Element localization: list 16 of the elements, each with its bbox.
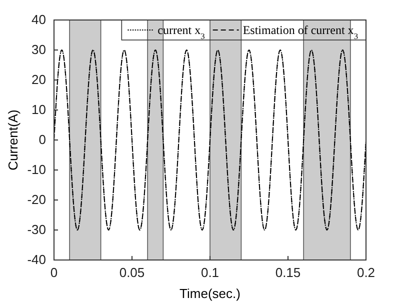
y-tick-label: 30 (32, 42, 46, 58)
y-tick-label: -40 (27, 252, 46, 268)
y-tick-label: 20 (32, 72, 46, 88)
y-tick-label: -20 (27, 192, 46, 208)
x-axis-title: Time(sec.) (180, 286, 240, 301)
y-tick-label: -10 (27, 162, 46, 178)
x-tick-label: 0.1 (200, 265, 220, 280)
x-tick-label: 0 (50, 265, 58, 280)
y-tick-label: -30 (27, 222, 46, 238)
y-tick-label: 40 (32, 12, 46, 28)
x-tick-label: 0.15 (275, 265, 301, 280)
x-tick-label: 0.2 (356, 265, 376, 280)
x-tick-label: 0.05 (119, 265, 145, 280)
y-tick-label: 10 (32, 102, 46, 118)
y-tick-label: 0 (38, 132, 46, 148)
y-axis-title: Current(A) (5, 110, 20, 170)
